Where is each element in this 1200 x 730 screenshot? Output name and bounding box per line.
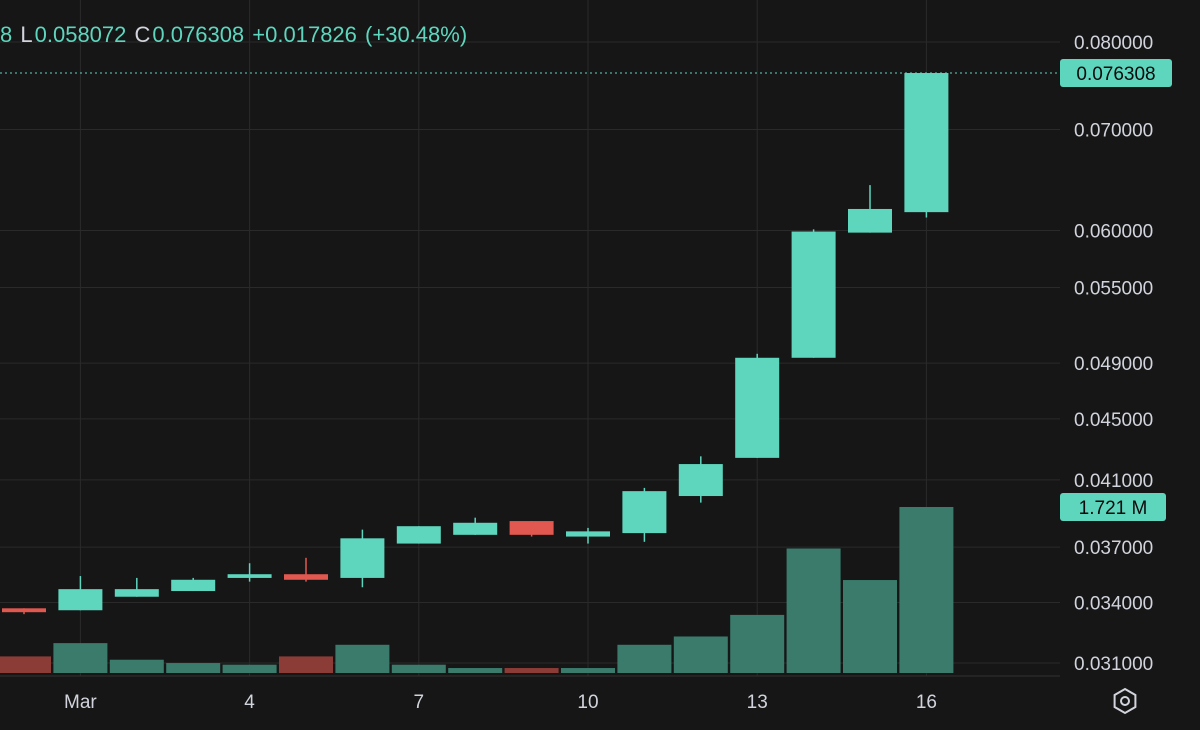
volume-bar: [222, 664, 277, 673]
change-value: +0.017826: [252, 22, 357, 47]
candle-body: [904, 73, 949, 213]
candle-body: [622, 491, 667, 534]
x-tick-label: 4: [244, 692, 255, 713]
candle-body: [227, 574, 272, 578]
time-axis[interactable]: Mar 4 7 10 13 16: [64, 692, 937, 713]
legend-partial-value: 8: [0, 22, 13, 47]
y-tick-label: 0.037000: [1074, 538, 1153, 559]
x-tick-label: 10: [577, 692, 598, 713]
candle-body: [114, 589, 159, 597]
low-label: L: [20, 22, 33, 47]
volume-bar: [166, 663, 221, 673]
low-value: 0.058072: [34, 22, 127, 47]
candle-body: [58, 589, 103, 611]
x-tick-label: 7: [414, 692, 425, 713]
y-tick-label: 0.049000: [1074, 354, 1153, 375]
candle-body: [848, 208, 892, 233]
volume-tag: 1.721 M: [1060, 493, 1166, 521]
y-tick-label: 0.055000: [1074, 278, 1153, 299]
candle-body: [284, 574, 328, 580]
volume-bar: [561, 668, 615, 673]
volume-bar: [843, 580, 897, 673]
candle-body: [2, 608, 46, 613]
volume-bar: [109, 659, 164, 673]
volume-bar: [391, 664, 446, 673]
y-tick-label: 0.070000: [1074, 120, 1153, 141]
candle-body: [509, 521, 554, 535]
ohlc-legend: 8 L0.058072 C0.076308 +0.017826 (+30.48%…: [0, 22, 469, 48]
close-value: 0.076308: [152, 22, 245, 47]
hexagon-gear-icon[interactable]: [1110, 686, 1140, 716]
volume-bar: [53, 643, 108, 673]
volume-tag-label: 1.721 M: [1079, 498, 1148, 519]
price-tag-label: 0.076308: [1076, 64, 1155, 85]
volume-bar: [617, 644, 672, 673]
y-tick-label: 0.034000: [1074, 593, 1153, 614]
price-tag: 0.076308: [1060, 58, 1172, 87]
volume-bars: [0, 507, 954, 673]
volume-bar: [730, 614, 785, 673]
candle-body: [735, 357, 780, 458]
candle-body: [791, 231, 836, 358]
volume-bar: [279, 656, 333, 673]
candle-body: [566, 531, 610, 537]
y-tick-label: 0.045000: [1074, 410, 1153, 431]
y-tick-label: 0.060000: [1074, 221, 1153, 242]
volume-bar: [504, 668, 559, 673]
y-tick-label: 0.031000: [1074, 654, 1153, 675]
candle-body: [678, 464, 723, 497]
volume-bar: [673, 636, 728, 673]
volume-bar: [0, 656, 51, 673]
grid-lines: [0, 0, 1060, 677]
candle-body: [171, 579, 216, 592]
candle-body: [453, 522, 498, 535]
y-tick-label: 0.080000: [1074, 33, 1153, 54]
x-tick-label: Mar: [64, 692, 97, 713]
close-label: C: [134, 22, 151, 47]
change-percent: (+30.48%): [365, 22, 468, 47]
x-tick-label: 13: [747, 692, 768, 713]
candles: [2, 73, 949, 615]
candle-body: [340, 538, 385, 578]
price-axis[interactable]: 0.080000 0.070000 0.060000 0.055000 0.049000…: [1074, 33, 1153, 675]
volume-bar: [899, 507, 954, 673]
x-tick-label: 16: [916, 692, 937, 713]
volume-bar: [335, 644, 390, 673]
volume-bar: [786, 548, 841, 673]
y-tick-label: 0.041000: [1074, 471, 1153, 492]
candle-body: [396, 526, 441, 544]
volume-bar: [448, 668, 503, 673]
